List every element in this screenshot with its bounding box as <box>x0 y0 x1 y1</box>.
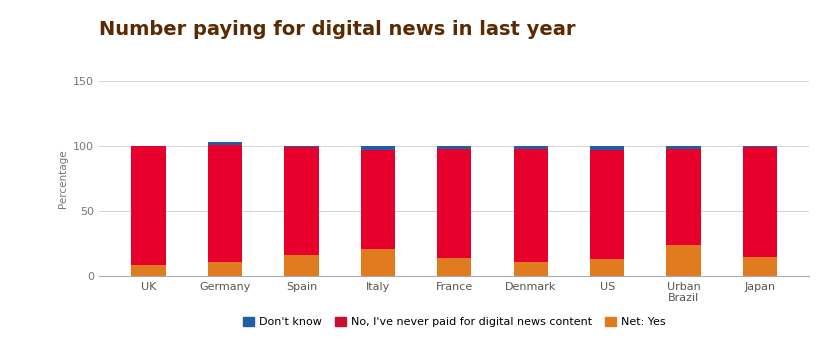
Bar <box>667 146 700 149</box>
Bar <box>743 146 777 147</box>
Bar <box>284 255 319 276</box>
Bar <box>208 262 242 276</box>
Bar <box>437 149 472 258</box>
Bar <box>131 265 166 276</box>
Bar <box>284 146 319 147</box>
Bar <box>437 258 472 276</box>
Bar <box>514 149 548 262</box>
Legend: Don't know, No, I've never paid for digital news content, Net: Yes: Don't know, No, I've never paid for digi… <box>239 312 670 332</box>
Bar <box>590 150 624 259</box>
Bar <box>514 262 548 276</box>
Bar <box>514 146 548 149</box>
Y-axis label: Percentage: Percentage <box>58 149 68 208</box>
Bar <box>590 146 624 150</box>
Bar <box>361 249 395 276</box>
Bar <box>284 147 319 255</box>
Bar <box>131 146 166 265</box>
Text: Number paying for digital news in last year: Number paying for digital news in last y… <box>99 20 576 39</box>
Bar <box>667 245 700 276</box>
Bar <box>208 145 242 262</box>
Bar <box>208 142 242 145</box>
Bar <box>743 257 777 276</box>
Bar <box>361 146 395 150</box>
Bar <box>437 146 472 149</box>
Bar <box>361 150 395 249</box>
Bar <box>667 149 700 245</box>
Bar <box>590 259 624 276</box>
Bar <box>743 147 777 257</box>
